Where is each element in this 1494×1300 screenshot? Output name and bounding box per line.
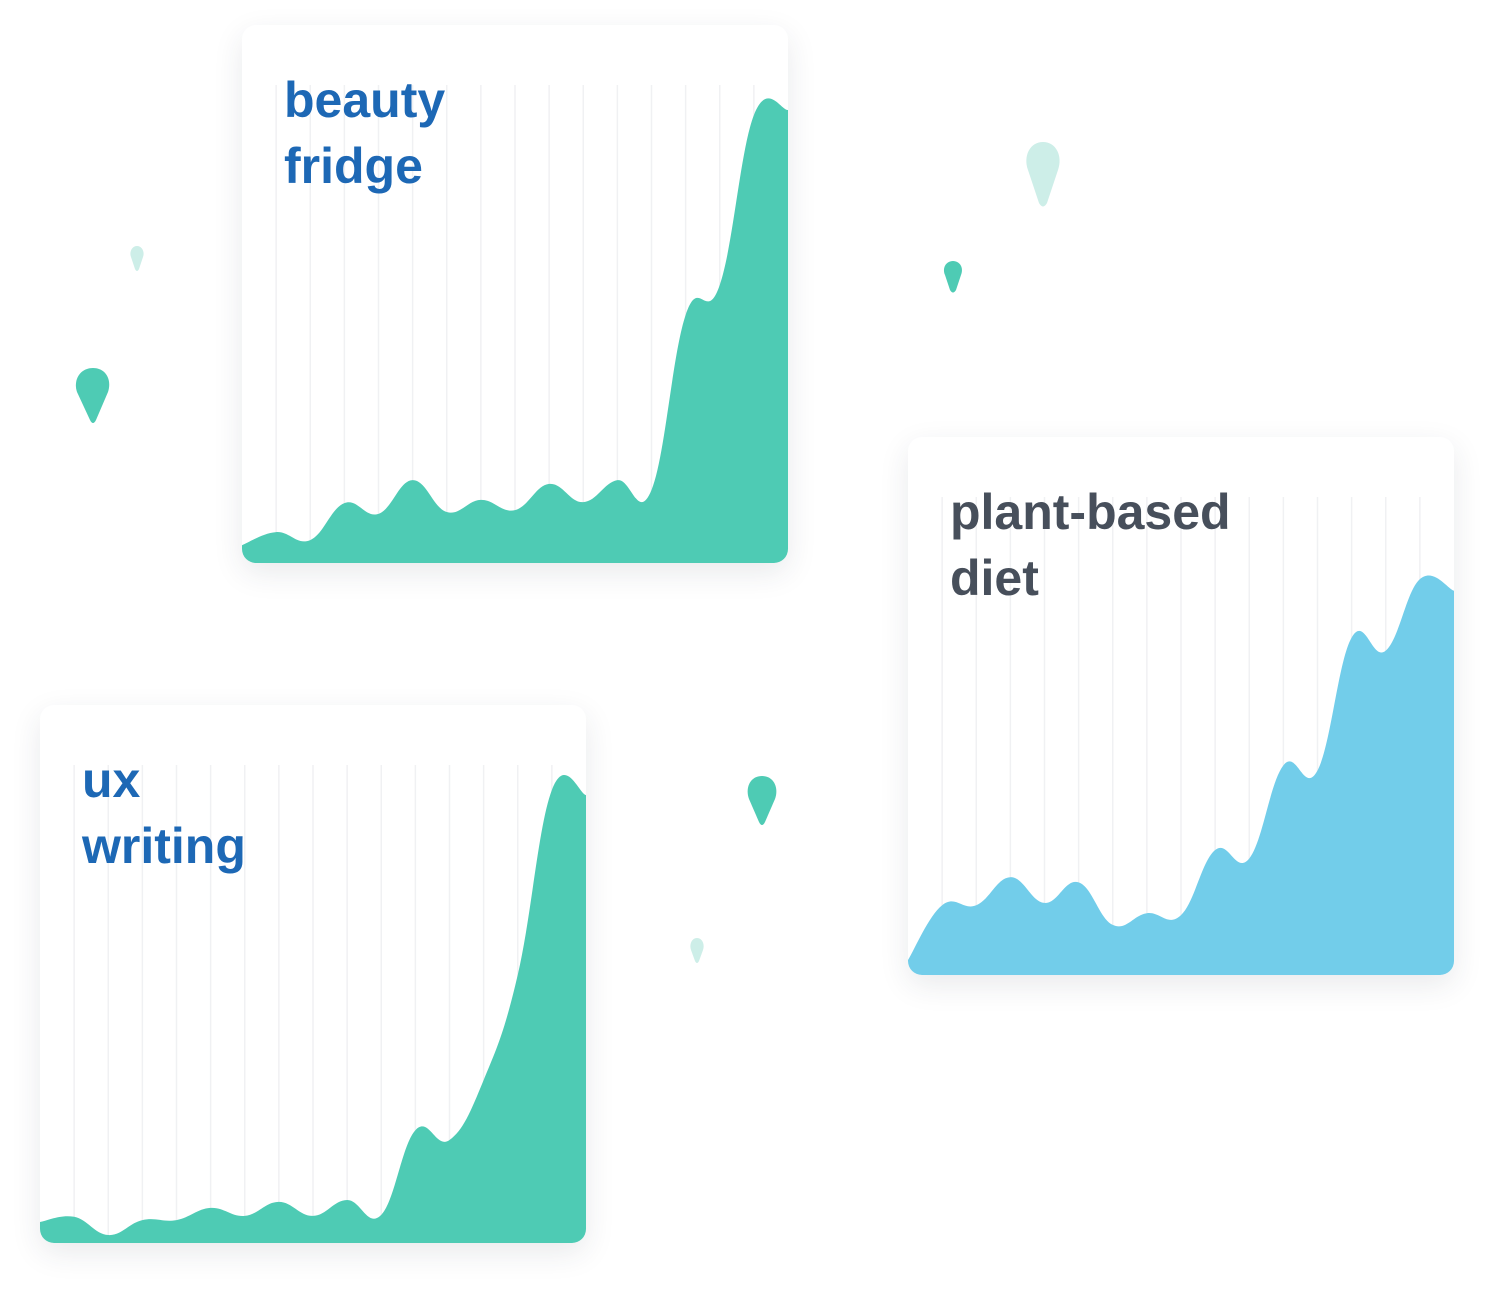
area (908, 575, 1454, 975)
trend-card: plant-based diet (908, 437, 1454, 975)
area (242, 98, 788, 563)
drop (690, 938, 704, 963)
drop (1026, 142, 1060, 207)
chart (908, 497, 1454, 975)
trend-card: beauty fridge (242, 25, 788, 563)
card-title: beauty fridge (284, 72, 446, 194)
drop (943, 261, 963, 293)
chart (242, 85, 788, 563)
card-title: plant-based diet (950, 484, 1231, 606)
card-title: ux writing (82, 752, 246, 874)
trend-card: ux writing (40, 705, 586, 1243)
chart (40, 765, 586, 1243)
drop (747, 776, 777, 825)
drop (130, 246, 144, 271)
area (40, 775, 586, 1243)
drop (75, 368, 110, 423)
